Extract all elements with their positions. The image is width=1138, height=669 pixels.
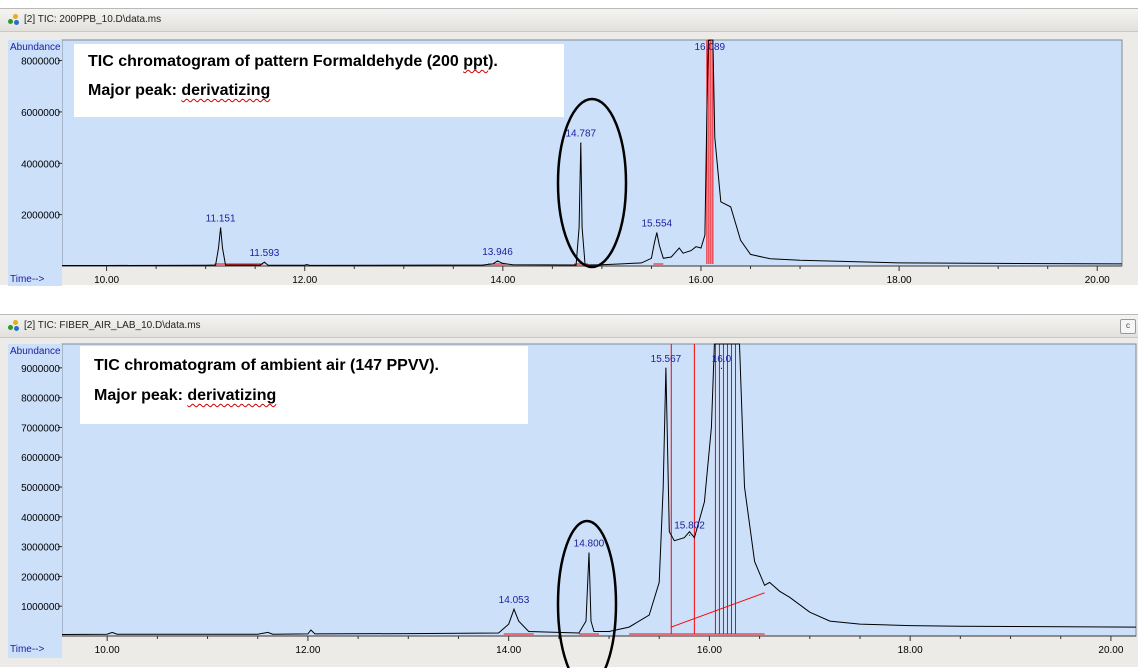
peak-label: 16.089 [694,42,725,53]
y-tick-label: 3000000 [21,543,60,554]
peak-label: 15.802 [674,521,705,532]
chemstation-app-icon [8,14,20,26]
peak-label: 11.151 [206,213,236,224]
y-tick-label: 2000000 [21,572,60,583]
peak-label: 13.946 [482,247,513,258]
window-titlebar[interactable]: [2] TIC: FIBER_AIR_LAB_10.D\data.ms c [0,315,1138,338]
y-tick-label: 6000000 [21,453,60,464]
annotation-line-2: Major peak: derivatizing [94,387,277,404]
axis-strip [8,40,62,286]
x-tick-label: 16.00 [688,275,713,286]
window-title: [2] TIC: 200PPB_10.D\data.ms [24,14,162,25]
x-tick-label: 10.00 [95,645,120,656]
chromatogram-window-pattern: [2] TIC: 200PPB_10.D\data.ms Abundance Ti… [0,8,1138,286]
x-tick-label: 14.00 [496,645,521,656]
window-title: [2] TIC: FIBER_AIR_LAB_10.D\data.ms [24,320,201,331]
highlight-circle [556,97,628,269]
x-tick-label: 18.00 [887,275,912,286]
annotation-box: TIC chromatogram of pattern Formaldehyde… [74,44,564,117]
annotation-line-1: TIC chromatogram of pattern Formaldehyde… [88,53,498,70]
x-tick-label: 12.00 [295,645,320,656]
annotation-line-2: Major peak: derivatizing [88,82,271,99]
y-tick-label: 2000000 [21,211,60,222]
peak-label: 15.567 [651,354,682,365]
x-tick-label: 18.00 [898,645,923,656]
x-axis-label: Time--> [10,274,45,285]
x-tick-label: 20.00 [1098,645,1123,656]
y-tick-label: 5000000 [21,483,60,494]
window-titlebar[interactable]: [2] TIC: 200PPB_10.D\data.ms [0,9,1138,32]
y-tick-label: 4000000 [21,513,60,524]
peak-label: 14.053 [499,595,530,606]
annotation-line-1: TIC chromatogram of ambient air (147 PPV… [94,357,439,374]
window-restore-icon[interactable]: c [1120,319,1136,334]
peak-label: 15.554 [641,219,672,230]
x-axis-label: Time--> [10,644,45,655]
y-axis-label: Abundance [10,42,61,53]
highlight-circle [556,519,618,668]
peak-label: 16.0 [712,354,732,365]
x-tick-label: 16.00 [697,645,722,656]
y-tick-label: 8000000 [21,57,60,68]
x-tick-label: 12.00 [292,275,317,286]
x-tick-label: 14.00 [490,275,515,286]
chromatogram-window-ambient-air: [2] TIC: FIBER_AIR_LAB_10.D\data.ms c Ab… [0,314,1138,668]
peak-label: 14.800 [574,539,605,550]
y-tick-label: 1000000 [21,602,60,613]
y-tick-label: 9000000 [21,364,60,375]
x-tick-label: 20.00 [1085,275,1110,286]
y-tick-label: 4000000 [21,159,60,170]
y-tick-label: 7000000 [21,423,60,434]
x-tick-label: 10.00 [94,275,119,286]
y-axis-label: Abundance [10,346,61,357]
chemstation-app-icon [8,320,20,332]
annotation-box: TIC chromatogram of ambient air (147 PPV… [80,346,528,424]
peak-label: 11.593 [249,248,279,259]
axis-strip [8,344,62,658]
y-tick-label: 8000000 [21,394,60,405]
tic-trace [62,39,1123,266]
tic-trace [61,343,1137,635]
tic-chromatogram-ambient-air: Abundance Time--> 1000000 2000000 3000000 400… [8,343,1137,668]
y-tick-label: 6000000 [21,108,60,119]
cluster-baseline [671,592,765,628]
peak-label: 14.787 [566,129,597,140]
